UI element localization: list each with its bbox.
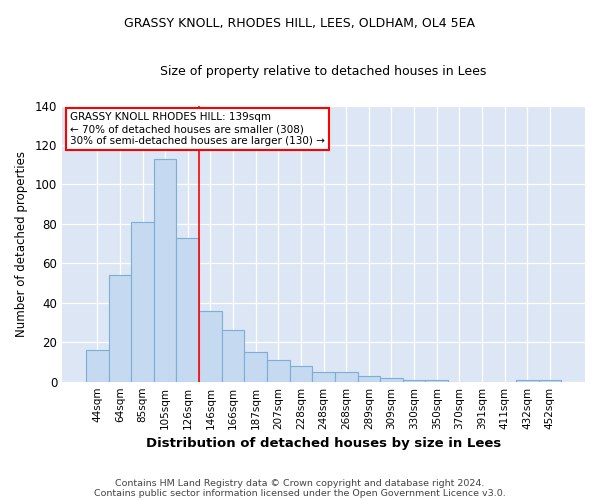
Bar <box>335 372 358 382</box>
Bar <box>358 376 380 382</box>
X-axis label: Distribution of detached houses by size in Lees: Distribution of detached houses by size … <box>146 437 501 450</box>
Text: GRASSY KNOLL, RHODES HILL, LEES, OLDHAM, OL4 5EA: GRASSY KNOLL, RHODES HILL, LEES, OLDHAM,… <box>125 18 476 30</box>
Title: Size of property relative to detached houses in Lees: Size of property relative to detached ho… <box>160 65 487 78</box>
Text: Contains HM Land Registry data © Crown copyright and database right 2024.: Contains HM Land Registry data © Crown c… <box>115 478 485 488</box>
Y-axis label: Number of detached properties: Number of detached properties <box>15 150 28 336</box>
Bar <box>380 378 403 382</box>
Bar <box>109 275 131 382</box>
Bar <box>516 380 539 382</box>
Bar <box>222 330 244 382</box>
Bar <box>244 352 267 382</box>
Bar <box>425 380 448 382</box>
Text: GRASSY KNOLL RHODES HILL: 139sqm
← 70% of detached houses are smaller (308)
30% : GRASSY KNOLL RHODES HILL: 139sqm ← 70% o… <box>70 112 325 146</box>
Bar <box>199 310 222 382</box>
Bar <box>176 238 199 382</box>
Bar <box>403 380 425 382</box>
Bar <box>290 366 312 382</box>
Bar <box>267 360 290 382</box>
Text: Contains public sector information licensed under the Open Government Licence v3: Contains public sector information licen… <box>94 488 506 498</box>
Bar <box>86 350 109 382</box>
Bar <box>154 159 176 382</box>
Bar <box>312 372 335 382</box>
Bar <box>131 222 154 382</box>
Bar <box>539 380 561 382</box>
